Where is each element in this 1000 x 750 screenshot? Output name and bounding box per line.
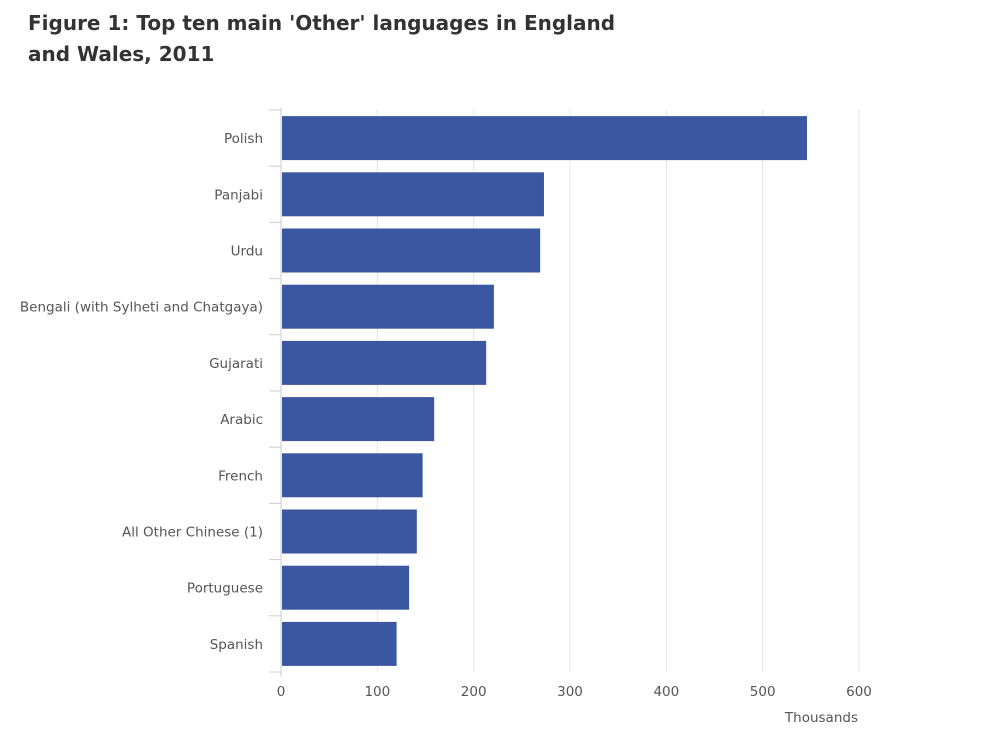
- category-label: Gujarati: [209, 356, 263, 372]
- bar-all-other-chinese-1: [282, 509, 417, 554]
- bar-french: [282, 453, 423, 498]
- x-tick-label-0: 0: [277, 684, 286, 700]
- value-axis-ticks: 0 100 200 300 400 500 600: [277, 684, 872, 700]
- bar-portuguese: [282, 565, 410, 610]
- category-label: Arabic: [220, 412, 263, 428]
- chart-title: Figure 1: Top ten main 'Other' languages…: [28, 11, 616, 66]
- bar-polish: [282, 116, 807, 161]
- category-label: French: [218, 468, 263, 484]
- bar-spanish: [282, 621, 397, 666]
- bars: [282, 116, 807, 666]
- bar-bengali-with-sylheti-and-chatgaya: [282, 284, 494, 329]
- bar-urdu: [282, 228, 541, 273]
- x-tick-label-500: 500: [750, 684, 776, 700]
- category-label: All Other Chinese (1): [122, 525, 263, 541]
- x-tick-label-100: 100: [364, 684, 390, 700]
- x-tick-label-300: 300: [557, 684, 583, 700]
- category-label: Polish: [224, 131, 263, 147]
- x-tick-label-600: 600: [846, 684, 872, 700]
- category-label: Portuguese: [187, 581, 263, 597]
- bar-panjabi: [282, 172, 544, 217]
- bar-arabic: [282, 397, 435, 442]
- x-tick-label-400: 400: [653, 684, 679, 700]
- category-label: Spanish: [210, 637, 263, 653]
- category-axis: Polish Panjabi Urdu Bengali (with Sylheti a…: [20, 108, 282, 676]
- category-label: Panjabi: [214, 187, 263, 203]
- category-label: Urdu: [231, 244, 263, 260]
- bar-gujarati: [282, 340, 487, 385]
- x-axis-title: Thousands: [784, 710, 858, 726]
- category-label: Bengali (with Sylheti and Chatgaya): [20, 300, 263, 316]
- x-tick-label-200: 200: [461, 684, 487, 700]
